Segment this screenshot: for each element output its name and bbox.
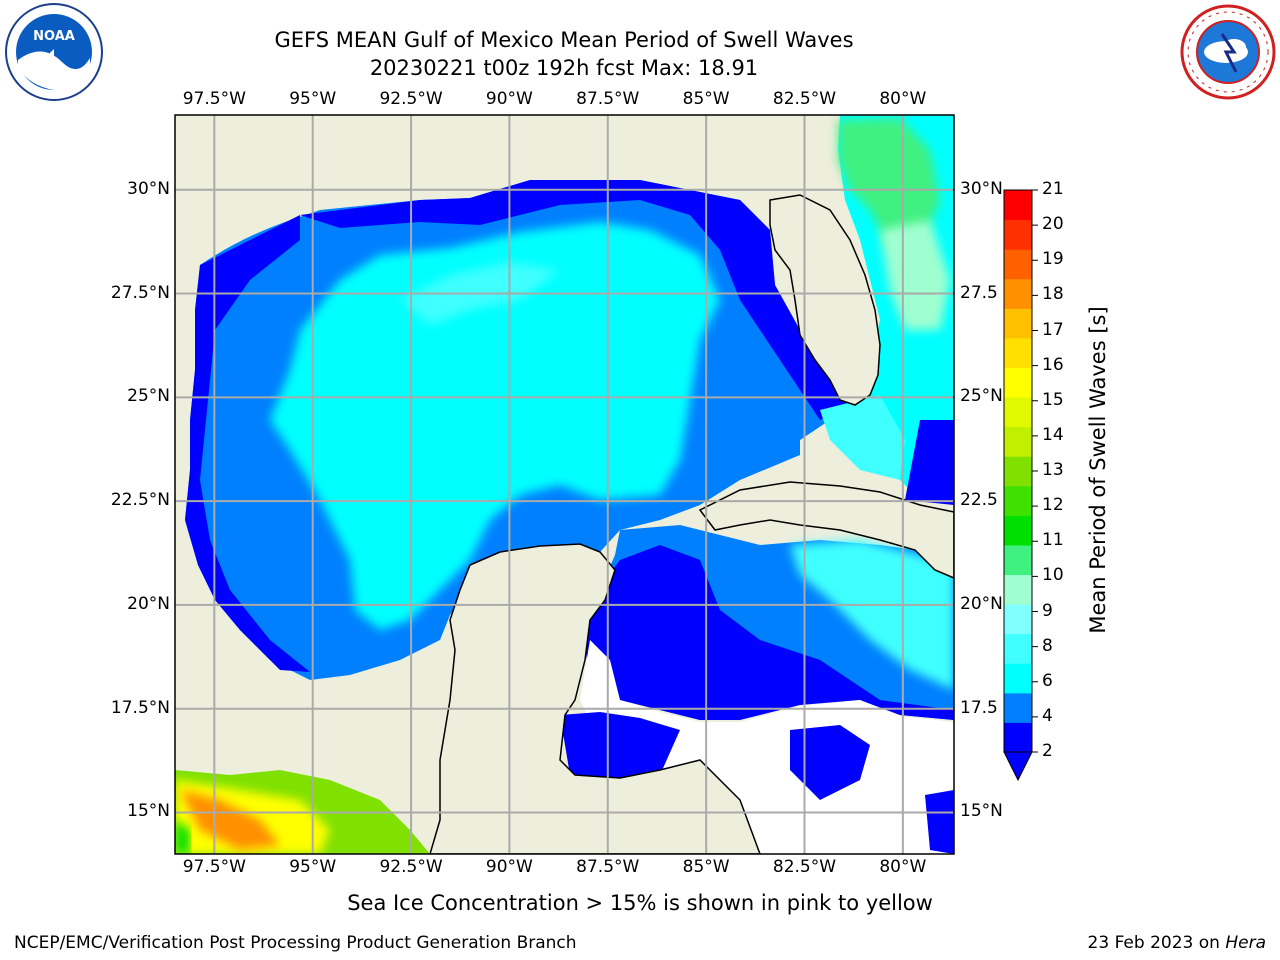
lon-tick-label: 82.5°W <box>772 89 837 109</box>
lat-tick-label: 17.5°N <box>110 697 170 718</box>
caribbean-dark <box>585 545 954 720</box>
gridlines <box>175 115 954 854</box>
lon-tick-label: 97.5°W <box>182 89 246 109</box>
colorbar-segment <box>1004 722 1032 753</box>
colorbar-tick-label: 20 <box>1042 214 1064 235</box>
caribbean-patch-se <box>925 790 954 854</box>
colorbar-tick-label: 21 <box>1042 179 1064 199</box>
colorbar-segment <box>1004 426 1032 457</box>
lat-tick-label: 30°N <box>960 178 1003 199</box>
lon-tick-label: 95°W <box>289 89 337 109</box>
colorbar-tick-label: 18 <box>1042 284 1064 305</box>
cuba-land <box>698 481 954 579</box>
pacific-orange <box>180 790 280 850</box>
caribbean-cyan <box>790 540 954 690</box>
pacific-green <box>175 820 190 854</box>
footer-host: Hera <box>1225 933 1266 953</box>
lon-tick-label: 90°W <box>485 857 533 877</box>
yucatan-land <box>429 543 761 854</box>
colorbar-tick-label: 14 <box>1042 424 1064 445</box>
lon-tick-label: 90°W <box>485 89 533 109</box>
lon-tick-label: 87.5°W <box>576 857 640 877</box>
lon-tick-label: 80°W <box>879 857 927 877</box>
colorbar-tick-label: 15 <box>1042 389 1064 410</box>
lat-tick-label: 25°N <box>960 386 1003 407</box>
caribbean-south-blue <box>560 712 680 780</box>
lat-tick-label: 27.5 <box>960 282 998 303</box>
colorbar-segment <box>1004 367 1032 398</box>
colorbar-segment <box>1004 544 1032 576</box>
colorbar-label: Mean Period of Swell Waves [s] <box>1086 306 1110 634</box>
lat-tick-label: 22.5 <box>960 490 998 511</box>
lat-tick-label: 30°N <box>127 178 170 199</box>
lon-tick-label: 85°W <box>682 857 730 877</box>
lon-tick-label: 92.5°W <box>379 857 443 877</box>
footer-date: 23 Feb 2023 on Hera <box>1088 933 1266 953</box>
nws-logo <box>1180 4 1276 100</box>
lat-tick-label: 27.5°N <box>110 282 170 303</box>
gulf-shelf-west <box>185 215 310 672</box>
colorbar <box>1003 189 1038 782</box>
lon-tick-label: 82.5°W <box>772 857 837 877</box>
gulf-shelf-north <box>300 180 850 420</box>
lat-tick-label: 20°N <box>960 593 1003 614</box>
svg-text:NOAA: NOAA <box>33 29 75 44</box>
lon-tick-label: 97.5°W <box>182 857 246 877</box>
caribbean-patch-east <box>790 725 870 800</box>
colorbar-segment <box>1004 515 1032 546</box>
noaa-logo: NOAA <box>5 3 103 101</box>
colorbar-segment <box>1004 219 1032 250</box>
colorbar-tick-label: 10 <box>1042 565 1064 586</box>
lat-tick-label: 15°N <box>127 801 170 822</box>
colorbar-segment <box>1004 663 1032 694</box>
colorbar-segment <box>1004 574 1032 605</box>
colorbar-segment <box>1004 692 1032 723</box>
lat-tick-label: 17.5 <box>960 697 998 718</box>
lat-tick-label: 25°N <box>127 386 170 407</box>
chart-title: GEFS MEAN Gulf of Mexico Mean Period of … <box>274 28 854 52</box>
colorbar-tick-label: 8 <box>1042 635 1053 656</box>
colorbar-tick-label: 2 <box>1042 741 1053 761</box>
lat-tick-label: 20°N <box>127 593 170 614</box>
map-frame <box>174 114 955 855</box>
colorbar-segment <box>1004 485 1032 516</box>
footer-credit: NCEP/EMC/Verification Post Processing Pr… <box>14 933 577 953</box>
missing-data-area <box>580 640 954 854</box>
colorbar-tick-label: 19 <box>1042 249 1064 270</box>
colorbar-segment <box>1004 278 1032 309</box>
colorbar-tick-label: 6 <box>1042 670 1053 691</box>
chart-subtitle: 20230221 t00z 192h fcst Max: 18.91 <box>369 56 759 80</box>
colorbar-segment <box>1004 397 1032 428</box>
colorbar-segment <box>1004 456 1032 487</box>
footer-date-text: 23 Feb 2023 on <box>1087 933 1226 953</box>
colorbar-tick-label: 4 <box>1042 705 1053 726</box>
colorbar-segment <box>1004 604 1032 635</box>
lat-tick-label: 22.5°N <box>110 490 170 511</box>
colorbar-extend-arrow <box>1003 751 1033 782</box>
straits-blue <box>905 420 954 505</box>
lon-tick-label: 87.5°W <box>576 89 640 109</box>
florida-land <box>769 194 881 406</box>
colorbar-tick-label: 12 <box>1042 495 1064 516</box>
straits-cyan <box>820 395 905 480</box>
atlantic-light <box>880 220 950 330</box>
colorbar-segment <box>1004 633 1032 664</box>
colorbar-tick-label: 13 <box>1042 460 1064 480</box>
lat-tick-label: 15°N <box>960 801 1003 822</box>
atlantic-green <box>838 118 940 250</box>
lon-tick-label: 80°W <box>879 89 927 109</box>
lon-tick-label: 92.5°W <box>379 89 443 109</box>
colorbar-segment <box>1004 308 1032 339</box>
colorbar-segment <box>1004 337 1032 368</box>
colorbar-tick-label: 11 <box>1042 530 1064 551</box>
colorbar-segment <box>1004 249 1032 280</box>
lon-tick-label: 95°W <box>289 857 337 877</box>
colorbar-tick-label: 17 <box>1042 319 1064 340</box>
colorbar-segment <box>1004 190 1032 221</box>
caption: Sea Ice Concentration > 15% is shown in … <box>347 891 933 915</box>
colorbar-tick-label: 16 <box>1042 354 1064 375</box>
lon-tick-label: 85°W <box>682 89 730 109</box>
colorbar-tick-label: 9 <box>1042 600 1053 621</box>
